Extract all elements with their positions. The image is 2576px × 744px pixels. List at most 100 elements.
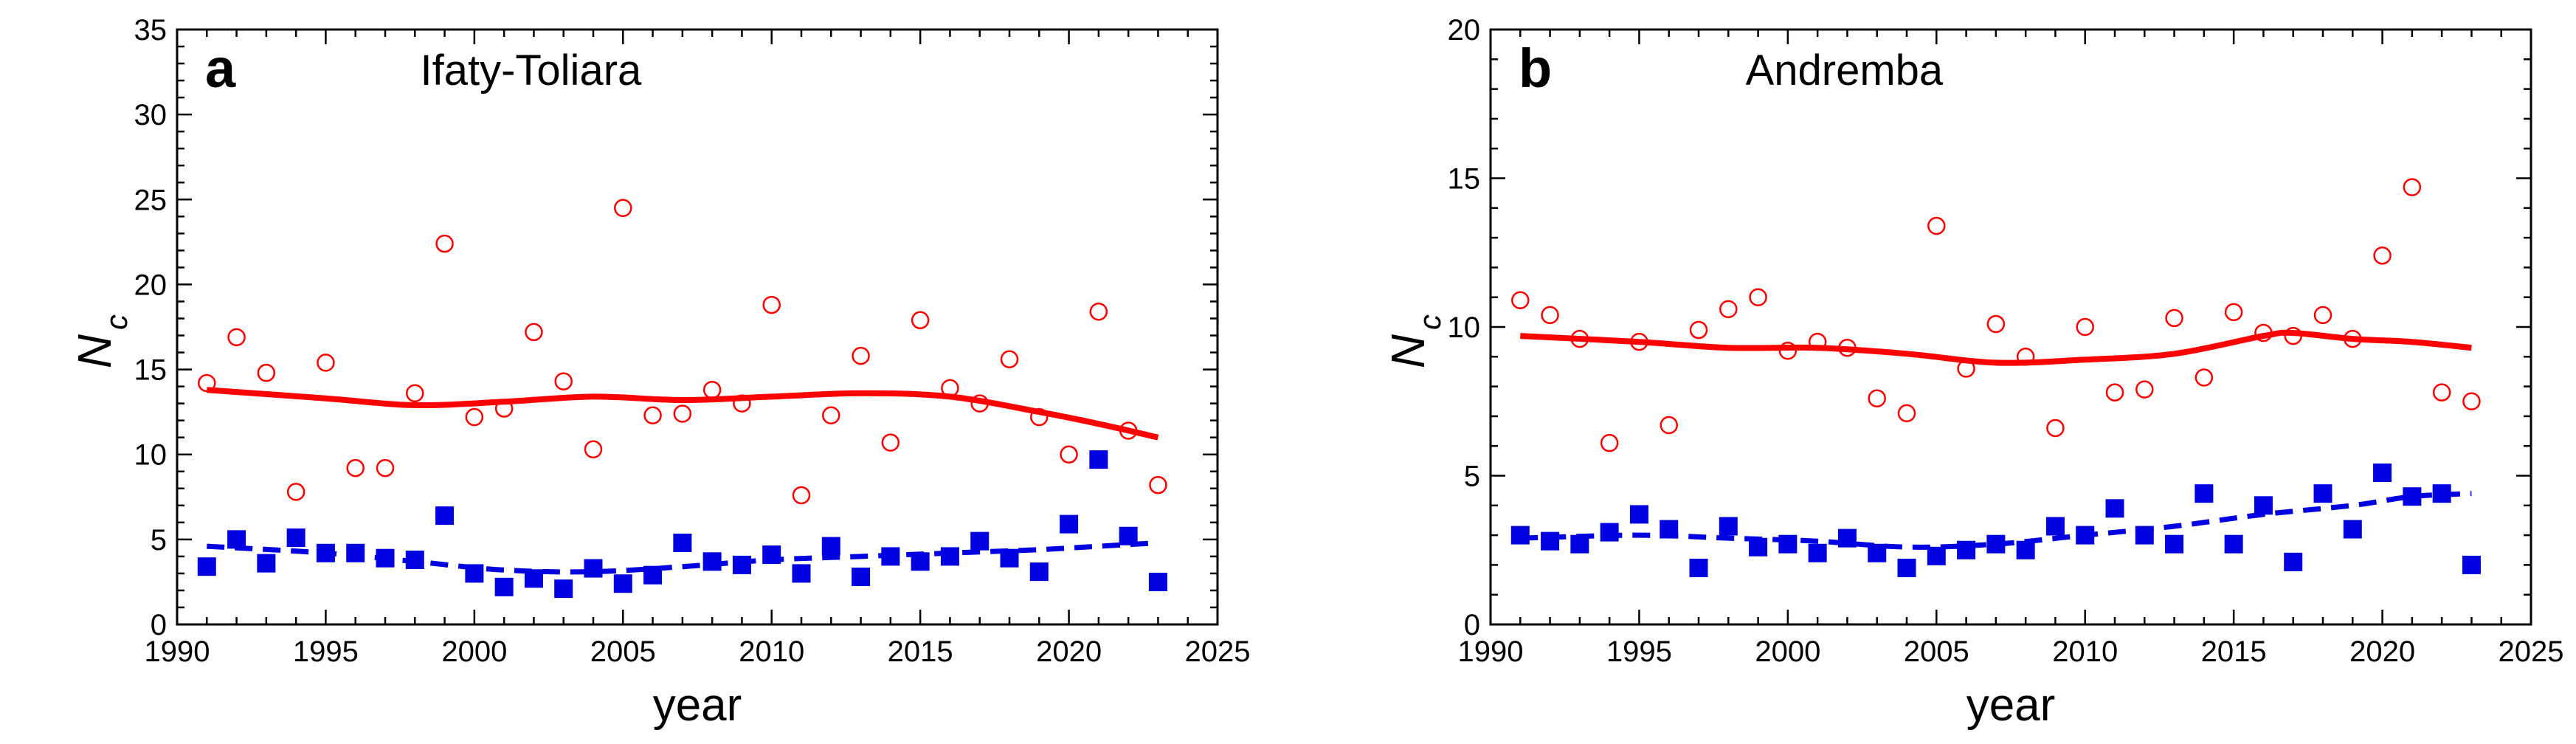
trend-line-dashed (207, 540, 1158, 575)
x-tick-label: 2005 (1904, 636, 1969, 668)
trend-line-solid (1520, 329, 2472, 366)
data-point-circle (2313, 306, 2332, 325)
panel-letter: b (1519, 38, 1552, 99)
data-point-square (435, 506, 455, 526)
data-point-square (613, 574, 632, 593)
data-point-circle (1060, 445, 1078, 464)
series-filled-square (197, 450, 1167, 599)
y-axis-label: Nc (68, 314, 134, 368)
data-point-square (257, 554, 276, 573)
data-point-circle (762, 295, 781, 314)
data-point-square (286, 528, 305, 548)
data-point-circle (406, 384, 424, 403)
data-point-square (1029, 562, 1049, 582)
data-point-circle (1689, 320, 1708, 340)
x-tick-label: 2015 (888, 636, 953, 668)
data-point-circle (1897, 404, 1916, 423)
y-axis-label-main: N (1381, 334, 1434, 368)
data-point-circle (1511, 291, 1530, 309)
data-point-circle (1541, 306, 1559, 325)
data-point-square (940, 547, 959, 566)
data-point-circle (614, 199, 632, 218)
x-tick-label: 2005 (590, 636, 656, 668)
data-point-circle (1600, 433, 1619, 452)
x-tick-label: 2010 (2052, 636, 2118, 668)
x-tick-label: 1990 (1458, 636, 1524, 668)
panel-title: Ifaty-Toliara (421, 46, 643, 94)
data-point-square (197, 557, 216, 576)
data-point-square (1089, 450, 1108, 469)
data-point-square (2105, 499, 2124, 518)
data-point-circle (1868, 389, 1886, 407)
x-tick-label: 2000 (1755, 636, 1820, 668)
y-axis-label-subscript: c (1412, 314, 1447, 330)
data-point-circle (376, 458, 395, 478)
panel-b: 1990 1995 2000 2005 2010 2015 2020 2025 0 5 10 15 20… (1381, 14, 2563, 731)
data-point-circle (1000, 350, 1019, 369)
x-tick-label: 2020 (2349, 636, 2415, 668)
data-point-square (1600, 523, 1619, 542)
data-point-circle (2165, 309, 2183, 328)
data-point-circle (702, 380, 722, 399)
y-tick-label: 10 (134, 439, 168, 472)
y-tick-label: 10 (1448, 311, 1481, 344)
data-point-circle (1778, 341, 1798, 360)
data-point-square (1148, 572, 1167, 591)
data-point-circle (2403, 178, 2422, 196)
data-point-square (2195, 484, 2214, 503)
x-axis-label: year (1966, 680, 2056, 731)
data-point-square (852, 568, 871, 587)
x-tick-label: 2025 (1185, 636, 1251, 668)
x-tick-label: 1990 (145, 636, 210, 668)
data-point-square (2254, 496, 2273, 515)
data-point-circle (2195, 368, 2214, 387)
data-point-circle (673, 404, 692, 423)
data-point-square (2373, 463, 2392, 482)
panel-letter: a (205, 38, 236, 99)
data-point-square (1689, 558, 1708, 577)
data-point-circle (881, 433, 900, 452)
data-point-circle (286, 483, 305, 501)
data-point-square (1629, 505, 1648, 524)
y-tick-label: 15 (1448, 163, 1481, 196)
data-point-circle (643, 406, 662, 424)
y-tick-label: 0 (1464, 609, 1480, 641)
data-point-circle (317, 354, 335, 372)
y-tick-label: 15 (134, 354, 168, 387)
data-point-square (2343, 520, 2362, 539)
data-point-circle (1719, 300, 1738, 319)
data-point-square (1897, 558, 1916, 577)
data-point-circle (1149, 475, 1167, 495)
y-tick-label: 5 (151, 524, 167, 557)
data-point-circle (911, 311, 930, 330)
data-point-square (584, 559, 603, 578)
x-tick-label: 2010 (739, 636, 804, 668)
data-point-circle (2224, 303, 2243, 322)
y-tick-label: 30 (134, 99, 168, 131)
data-point-circle (346, 458, 365, 478)
data-point-circle (554, 372, 573, 390)
data-point-circle (1749, 288, 1767, 306)
data-point-square (494, 577, 514, 596)
data-point-circle (1986, 314, 2006, 334)
data-point-circle (2432, 383, 2451, 402)
data-point-square (1060, 514, 1079, 534)
data-point-circle (227, 328, 246, 347)
data-point-square (2462, 555, 2481, 574)
series-dashed-line (207, 540, 1158, 575)
series-filled-square (1510, 463, 2481, 577)
data-point-square (2165, 534, 2184, 554)
data-point-circle (2135, 380, 2154, 399)
series-solid-line (1520, 329, 2472, 366)
x-axis-label: year (653, 680, 742, 731)
data-point-square (792, 564, 811, 583)
data-point-square (970, 531, 990, 551)
y-tick-label: 5 (1464, 461, 1480, 493)
series-solid-line (207, 387, 1159, 441)
y-axis-label: Nc (1381, 314, 1447, 368)
data-point-square (1808, 543, 1827, 562)
data-point-square (673, 533, 692, 552)
x-tick-label: 2020 (1036, 636, 1102, 668)
data-point-square (821, 537, 840, 556)
series-dashed-line (1520, 491, 2472, 550)
